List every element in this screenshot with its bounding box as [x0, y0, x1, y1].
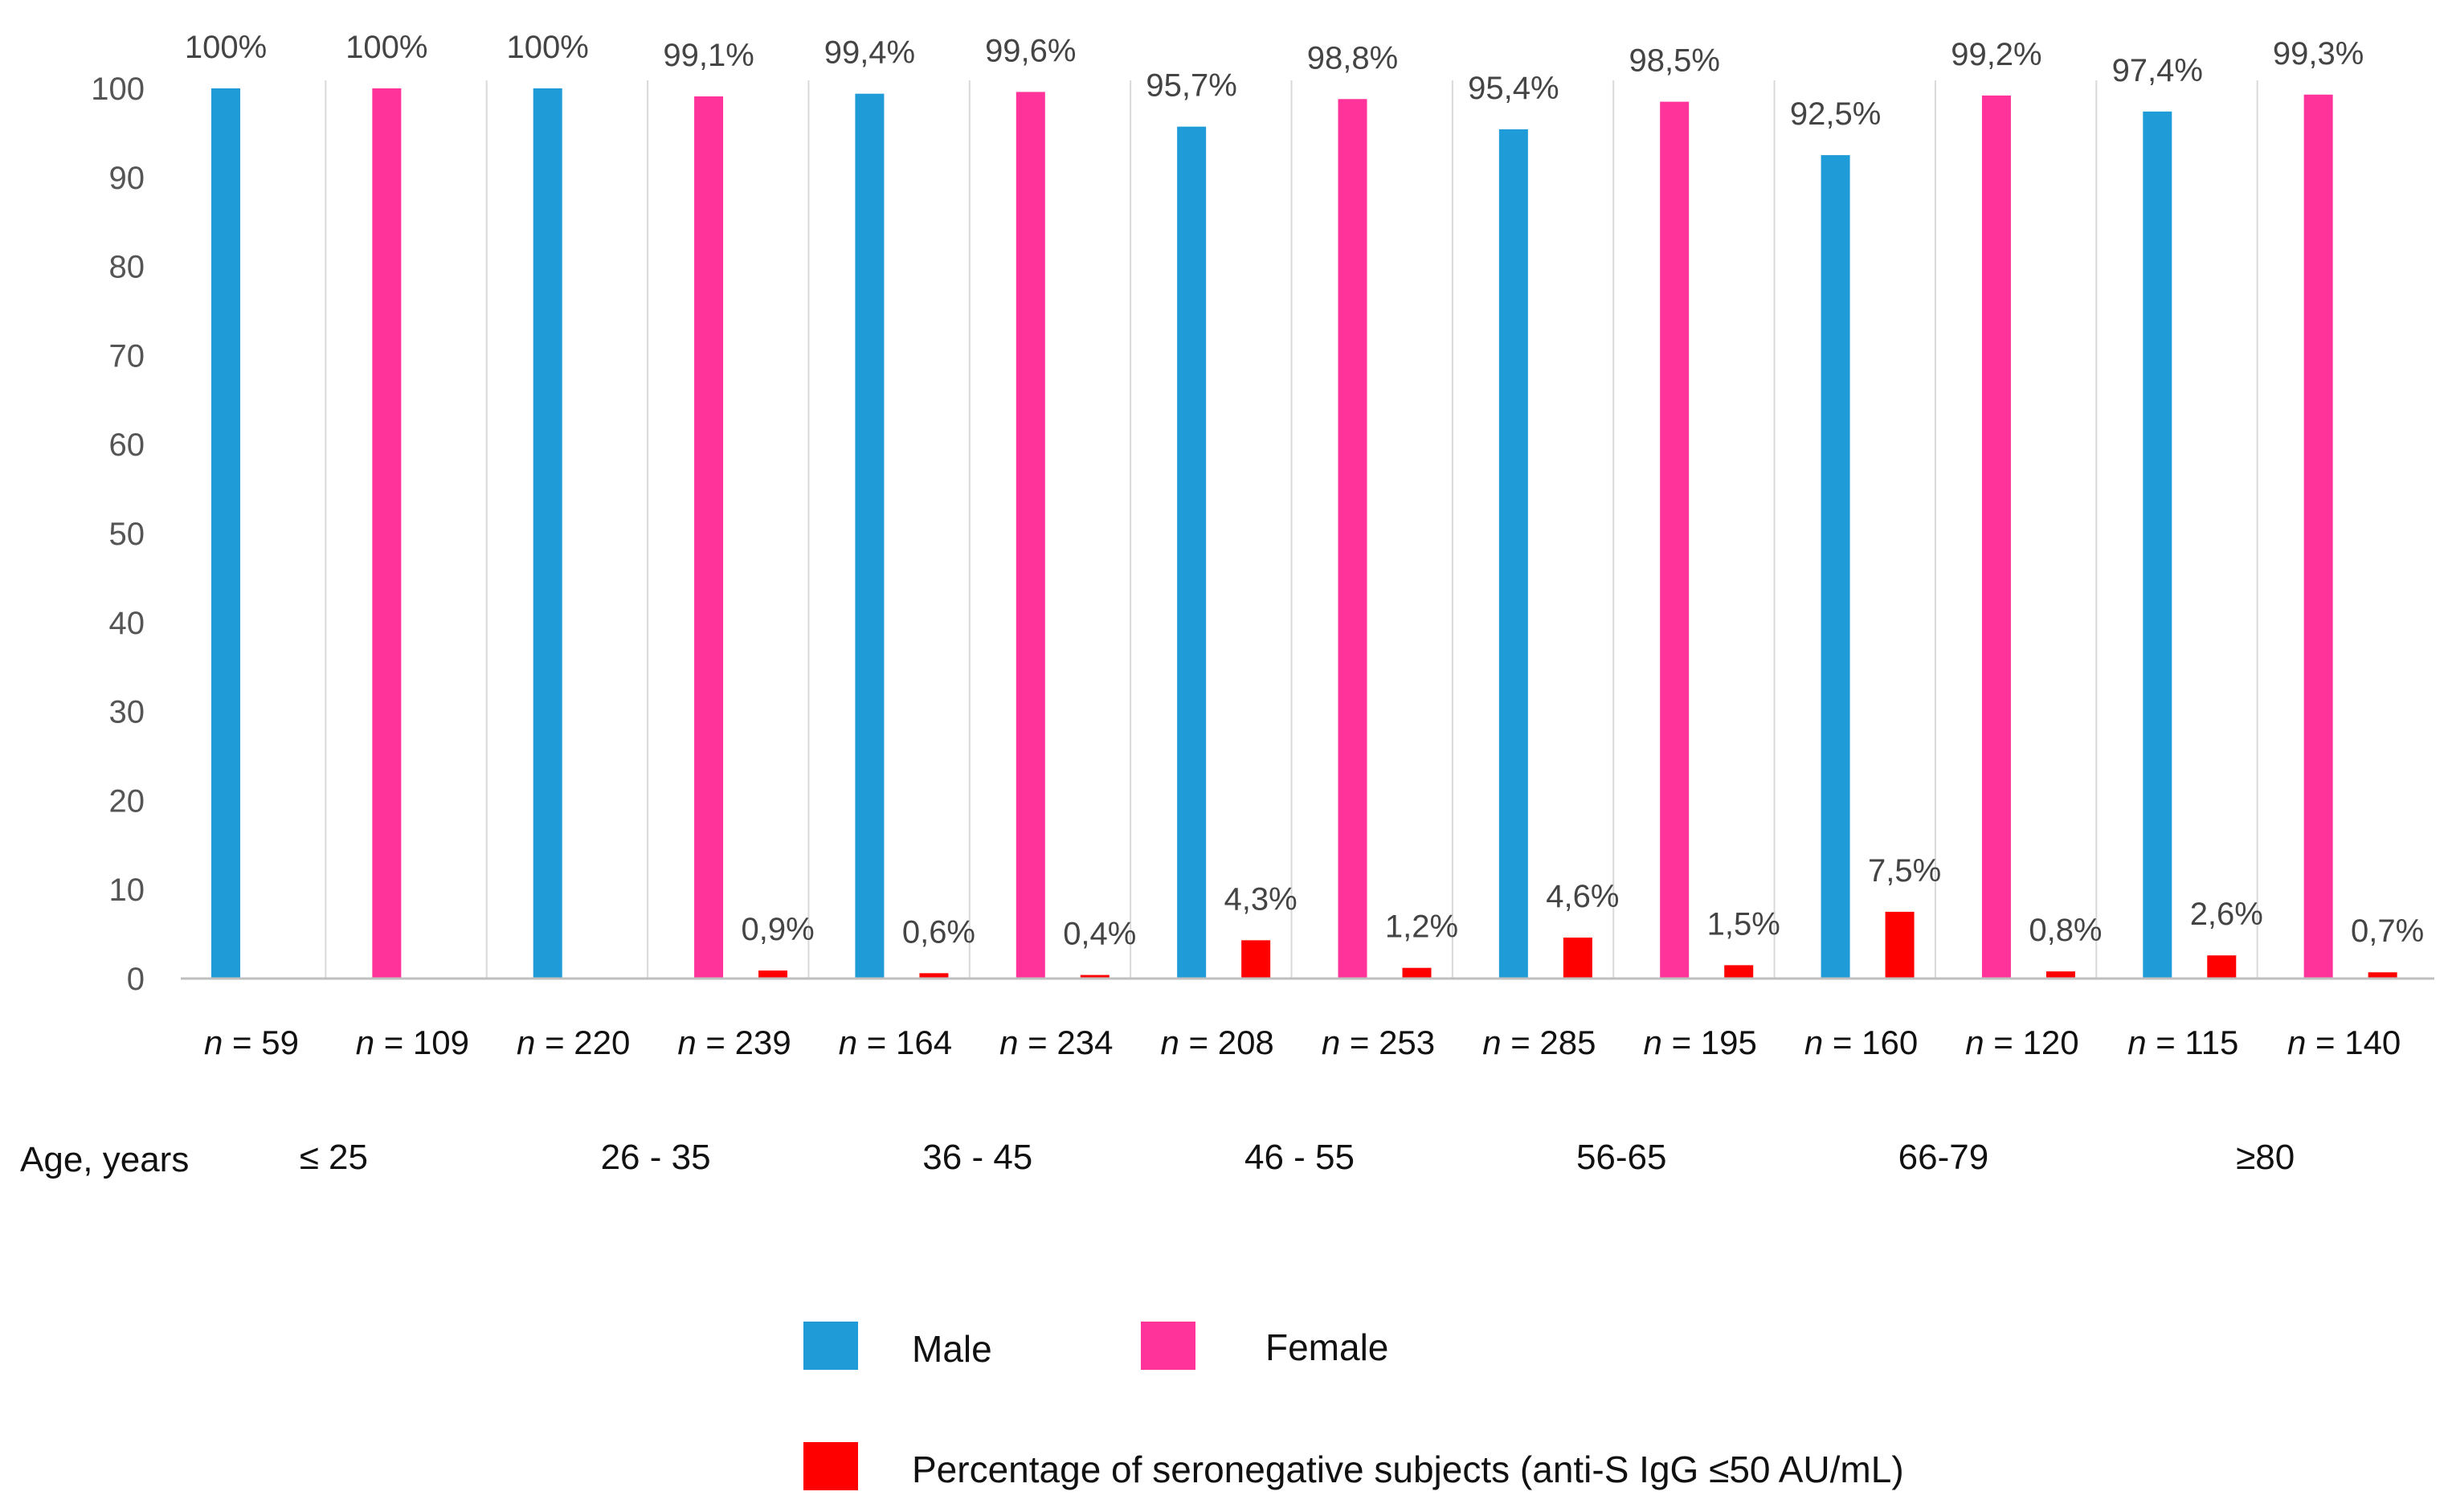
legend-swatch-negative [803, 1442, 858, 1490]
sample-size-label: n = 140 [2287, 1024, 2401, 1061]
x-caption: Age, years [20, 1140, 189, 1179]
legend-swatch-female [1141, 1322, 1195, 1370]
sample-size-label: n = 253 [1322, 1024, 1435, 1061]
male-bar [1177, 126, 1207, 979]
y-tick-label: 100 [91, 72, 145, 107]
y-tick-label: 30 [109, 695, 145, 730]
age-group-label: 66-79 [1898, 1138, 1989, 1177]
male-bar [855, 93, 885, 979]
bars [211, 88, 2397, 979]
seronegative-bar [1402, 967, 1432, 979]
y-tick-label: 20 [109, 783, 145, 819]
sample-size-label: n = 115 [2127, 1024, 2238, 1061]
sample-size-label: n = 59 [204, 1024, 299, 1061]
positive-value-label: 95,4% [1468, 71, 1559, 106]
male-bar [2143, 111, 2172, 979]
male-bar [211, 88, 240, 979]
positive-value-label: 99,4% [824, 35, 915, 71]
positive-value-label: 100% [345, 30, 427, 65]
age-group-label: 46 - 55 [1244, 1138, 1355, 1177]
female-bar [1338, 99, 1367, 979]
sample-size-label: n = 220 [517, 1024, 630, 1061]
seronegative-value-label: 0,4% [1063, 917, 1136, 952]
age-group-label: 36 - 45 [922, 1138, 1032, 1177]
female-bar [2303, 94, 2333, 979]
female-bar [1016, 92, 1045, 979]
seronegative-value-label: 1,5% [1707, 906, 1780, 942]
age-group-label: ≥80 [2236, 1138, 2295, 1177]
sample-size-label: n = 234 [999, 1024, 1113, 1061]
seronegative-bar [2368, 972, 2397, 979]
seronegative-bar [1241, 940, 1271, 979]
sample-size-labels: n = 59 n = 109 n = 220 n = 239 n = 164 n = 23… [204, 1024, 2401, 1061]
seronegative-value-label: 0,9% [741, 912, 814, 947]
female-bar [694, 96, 724, 979]
seronegative-value-label: 2,6% [2190, 897, 2263, 932]
seronegative-bar [1724, 965, 1754, 979]
male-bar [533, 88, 562, 979]
sample-size-label: n = 120 [1965, 1024, 2078, 1061]
sample-size-label: n = 208 [1160, 1024, 1273, 1061]
seronegative-bar [758, 971, 788, 979]
y-tick-label: 50 [109, 517, 145, 552]
male-bar [1821, 155, 1850, 979]
positive-value-label: 99,3% [2273, 36, 2364, 72]
y-tick-label: 90 [109, 161, 145, 196]
y-tick-label: 80 [109, 250, 145, 285]
seronegative-value-label: 0,7% [2351, 913, 2424, 949]
age-group-label: 26 - 35 [601, 1138, 711, 1177]
female-bar [1981, 95, 2011, 979]
positive-value-label: 95,7% [1146, 68, 1236, 104]
positive-value-label: 92,5% [1790, 96, 1881, 132]
sample-size-label: n = 164 [839, 1024, 952, 1061]
sample-size-label: n = 239 [677, 1024, 791, 1061]
seronegative-bar [2045, 971, 2075, 979]
positive-value-label: 98,5% [1629, 43, 1720, 79]
seronegative-value-label: 1,2% [1385, 909, 1458, 945]
female-bar [372, 88, 402, 979]
positive-value-label: 97,4% [2112, 53, 2203, 88]
seronegative-value-label: 7,5% [1868, 853, 1941, 889]
category-dividers [325, 80, 2258, 979]
sample-size-label: n = 285 [1482, 1024, 1596, 1061]
y-tick-label: 60 [109, 427, 145, 463]
data-labels: 100% 100% 100% 99,1% 0,9% 99,4% 0,6% 99,6% 0,4% 9… [185, 30, 2424, 952]
y-tick-label: 10 [109, 872, 145, 908]
male-bar [1498, 129, 1528, 979]
legend-label-male: Male [912, 1328, 992, 1370]
age-group-labels: Age, years ≤ 25 26 - 35 36 - 45 46 - 55 56-6… [20, 1138, 2295, 1179]
sample-size-label: n = 109 [356, 1024, 469, 1061]
sample-size-label: n = 195 [1644, 1024, 1757, 1061]
seronegative-value-label: 4,3% [1224, 881, 1298, 917]
seronegative-bar [1080, 975, 1110, 979]
positive-value-label: 98,8% [1307, 40, 1398, 76]
age-group-label: ≤ 25 [300, 1138, 368, 1177]
y-tick-label: 0 [127, 962, 145, 997]
legend: Male Female Percentage of seronegative sub… [803, 1322, 1904, 1490]
positive-value-label: 100% [185, 30, 267, 65]
seronegative-value-label: 0,8% [2029, 913, 2102, 948]
seronegative-bar [1563, 938, 1592, 979]
age-group-label: 56-65 [1576, 1138, 1667, 1177]
positive-value-label: 99,6% [985, 33, 1076, 68]
seronegative-bar [919, 973, 949, 979]
seronegative-value-label: 0,6% [902, 914, 975, 950]
seronegative-bar [2207, 955, 2237, 979]
positive-value-label: 99,2% [1951, 37, 2041, 72]
positive-value-label: 100% [507, 30, 589, 65]
positive-value-label: 99,1% [663, 38, 754, 73]
female-bar [1660, 101, 1690, 979]
y-axis: 0 10 20 30 40 50 60 70 80 90 100 [91, 72, 145, 997]
legend-label-female: Female [1265, 1326, 1388, 1368]
y-tick-label: 40 [109, 606, 145, 641]
seronegative-bar [1885, 911, 1915, 979]
legend-label-negative: Percentage of seronegative subjects (ant… [912, 1449, 1904, 1490]
legend-swatch-male [803, 1322, 858, 1370]
y-tick-label: 70 [109, 338, 145, 374]
seronegative-value-label: 4,6% [1546, 879, 1619, 914]
sample-size-label: n = 160 [1804, 1024, 1918, 1061]
